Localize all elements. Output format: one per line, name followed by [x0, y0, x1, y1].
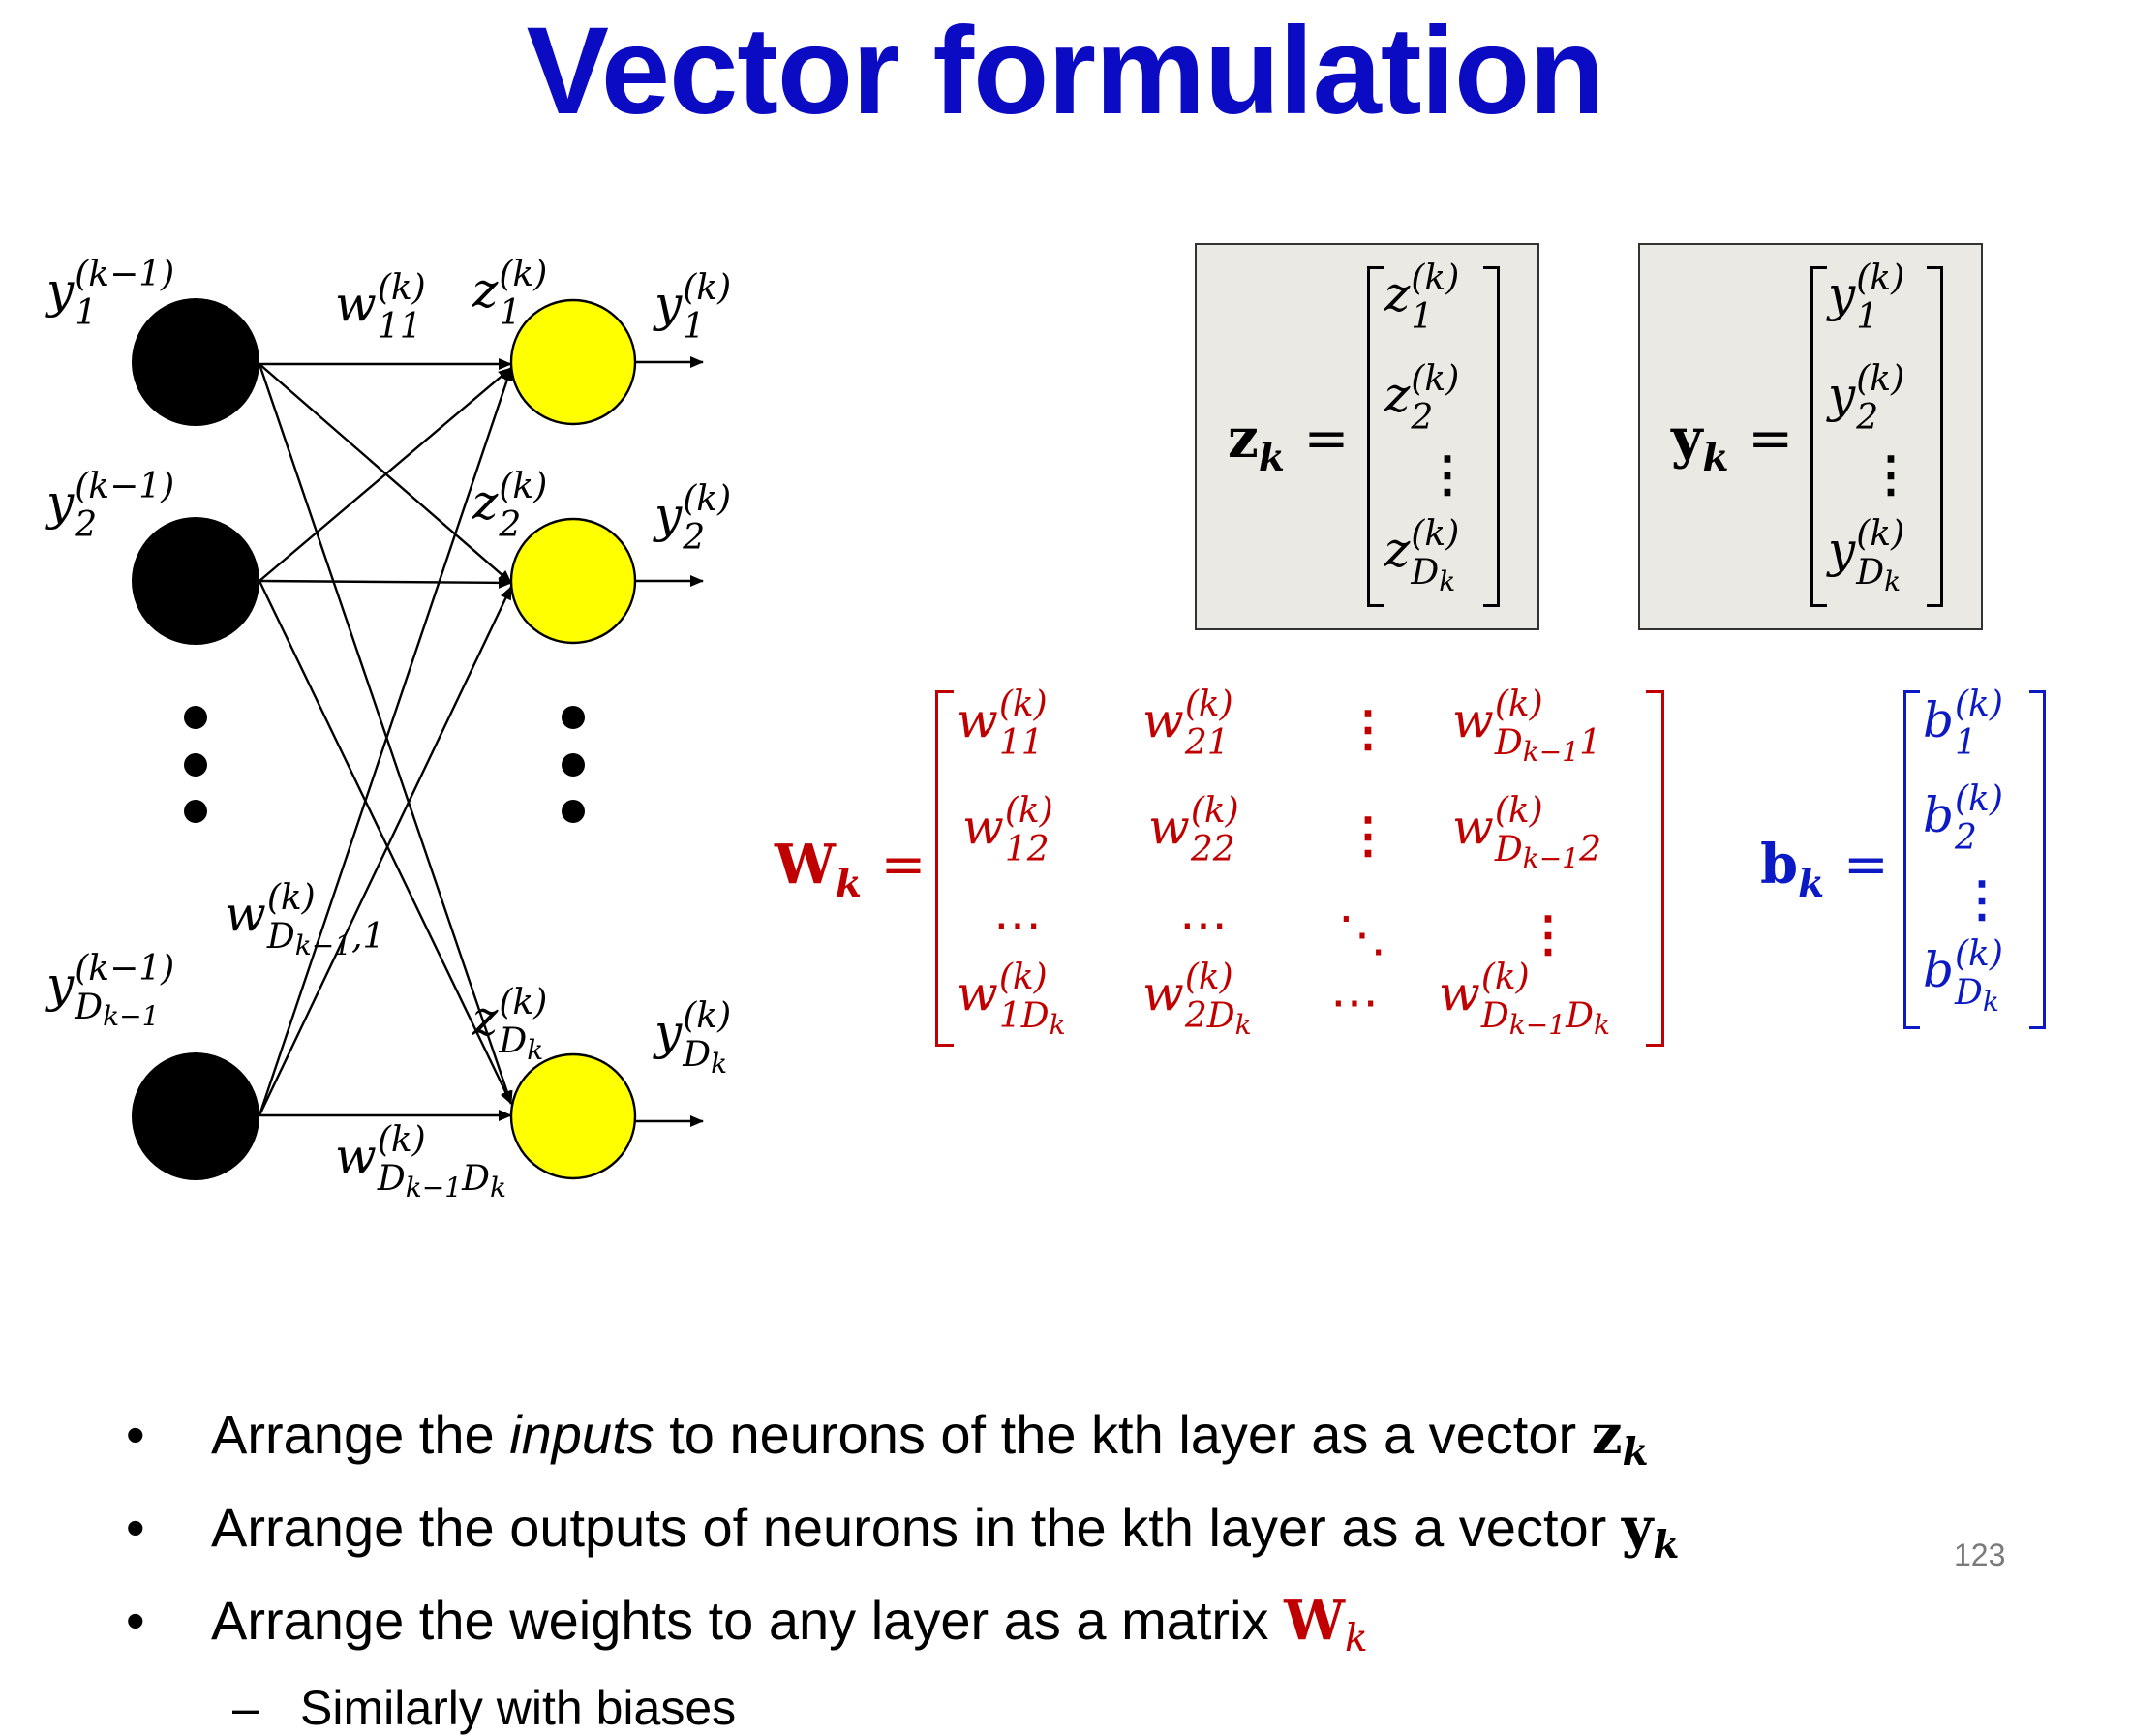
- y-vector-entry: y (k) 2: [1828, 359, 1905, 438]
- input-neuron-D: [132, 1052, 259, 1180]
- w-matrix-entry: ⋯: [1179, 897, 1228, 953]
- w-matrix-entry: w (k) 2Dk: [1142, 958, 1252, 1041]
- w-matrix-right-bracket: [1646, 690, 1664, 1047]
- w-matrix-entry: w (k) 12: [962, 791, 1053, 869]
- input-neuron-2: [132, 517, 259, 645]
- w-matrix-entry: ⋯: [993, 897, 1042, 953]
- weight-label-w11: w (k) 11: [335, 268, 426, 347]
- output-neuron-1: [509, 298, 637, 426]
- z-vector-left-bracket: [1367, 266, 1384, 607]
- z-vector-entry: z (k) 1: [1384, 259, 1460, 337]
- output-neuron-2: [509, 517, 637, 645]
- weight-label-wDD: w (k) Dk−1Dk: [335, 1120, 506, 1203]
- ellipsis-dot: [184, 753, 207, 777]
- output-label-y1: y (k) 1: [654, 268, 732, 347]
- bullet-marker: •: [126, 1404, 145, 1465]
- b-vector-left-bracket: [1903, 690, 1920, 1029]
- w-matrix-entry: w (k) 22: [1148, 791, 1239, 869]
- b-vector-entry: b (k) 1: [1923, 685, 2003, 763]
- w-matrix-entry: ⋯: [1330, 974, 1379, 1030]
- w-matrix-entry: ⋱: [1338, 906, 1386, 962]
- z-vector-lhs: zk =: [1228, 407, 1350, 480]
- edge: [259, 367, 512, 582]
- y-vector-left-bracket: [1810, 266, 1827, 607]
- edge: [258, 586, 513, 1116]
- b-vector-entry: b (k) 2: [1923, 779, 2003, 858]
- w-matrix-entry: ⋮: [1524, 905, 1572, 962]
- y-vector-right-bracket: [1927, 266, 1943, 607]
- w-matrix-entry: w (k) Dk−11: [1452, 685, 1601, 768]
- y-vector-lhs: yk =: [1671, 407, 1794, 480]
- ellipsis-dot: [562, 753, 585, 777]
- b-vector-entry: ⋮: [1958, 870, 2006, 928]
- z-label-2: z (k) 2: [472, 467, 548, 545]
- w-matrix-entry: w (k) 21: [1142, 685, 1233, 763]
- ellipsis-dot: [562, 706, 585, 729]
- neural-network-diagram: [132, 298, 704, 1180]
- y-vector-entry: y (k) Dk: [1828, 514, 1905, 597]
- y-vector-entry: ⋮: [1867, 445, 1915, 503]
- w-matrix-entry: ⋮: [1344, 807, 1392, 864]
- w-matrix-entry: w (k) 11: [957, 685, 1048, 763]
- edge: [258, 580, 513, 1105]
- w-matrix-entry: w (k) Dk−12: [1452, 791, 1601, 874]
- ellipsis-dot: [184, 706, 207, 729]
- b-vector-entry: b (k) Dk: [1923, 934, 2003, 1018]
- bullet-marker: –: [232, 1681, 259, 1735]
- b-vector-right-bracket: [2029, 690, 2046, 1029]
- bullet-marker: •: [126, 1590, 145, 1651]
- slide-title: Vector formulation: [526, 2, 1605, 140]
- z-vector-entry: ⋮: [1423, 445, 1472, 503]
- w-matrix-left-bracket: [935, 690, 954, 1047]
- z-label-D: z (k) Dk: [472, 983, 548, 1066]
- ellipsis-dot: [562, 800, 585, 823]
- edge: [259, 576, 512, 589]
- z-vector-entry: z (k) Dk: [1384, 514, 1460, 597]
- edge: [258, 367, 513, 1116]
- weight-label-wDk1: w (k) Dk−1,1: [225, 878, 385, 961]
- output-label-yD: y (k) Dk: [654, 996, 732, 1080]
- z-vector-right-bracket: [1483, 266, 1500, 607]
- w-matrix-entry: ⋮: [1344, 700, 1392, 757]
- input-neuron-1: [132, 298, 259, 426]
- edge: [258, 363, 513, 1105]
- w-matrix-entry: w (k) Dk−1Dk: [1439, 958, 1610, 1041]
- w-matrix-entry: w (k) 1Dk: [957, 958, 1066, 1041]
- z-label-1: z (k) 1: [472, 255, 548, 333]
- page-number: 123: [1954, 1538, 2006, 1572]
- ellipsis-dot: [184, 800, 207, 823]
- output-neuron-D: [509, 1052, 637, 1180]
- bullet-marker: •: [126, 1497, 145, 1558]
- b-vector-lhs: bk =: [1760, 833, 1889, 906]
- input-label-yD: y (k−1) Dk−1: [46, 949, 175, 1032]
- input-label-y1: y (k−1) 1: [46, 255, 175, 333]
- w-matrix-lhs: Wk =: [775, 833, 927, 906]
- z-vector-entry: z (k) 2: [1384, 359, 1460, 438]
- y-vector-entry: y (k) 1: [1828, 259, 1905, 337]
- input-label-y2: y (k−1) 2: [46, 467, 175, 545]
- output-label-y2: y (k) 2: [654, 479, 732, 558]
